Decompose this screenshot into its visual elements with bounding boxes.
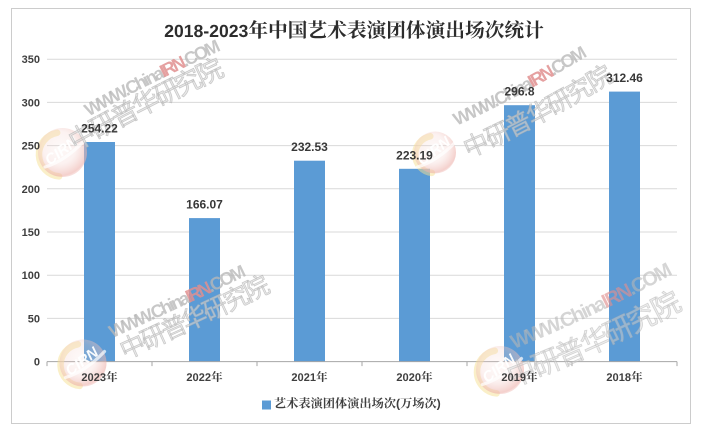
- svg-text:166.07: 166.07: [186, 198, 223, 212]
- svg-text:312.46: 312.46: [606, 71, 643, 85]
- svg-text:150: 150: [22, 227, 40, 239]
- svg-text:223.19: 223.19: [396, 148, 433, 162]
- svg-text:300: 300: [22, 97, 40, 109]
- svg-text:250: 250: [22, 141, 40, 153]
- svg-text:50: 50: [28, 313, 40, 325]
- svg-text:200: 200: [22, 184, 40, 196]
- svg-text:296.8: 296.8: [504, 85, 534, 99]
- svg-text:350: 350: [22, 54, 40, 66]
- svg-text:232.53: 232.53: [291, 140, 328, 154]
- svg-text:254.22: 254.22: [81, 122, 118, 136]
- svg-text:0: 0: [34, 357, 40, 369]
- svg-text:100: 100: [22, 270, 40, 282]
